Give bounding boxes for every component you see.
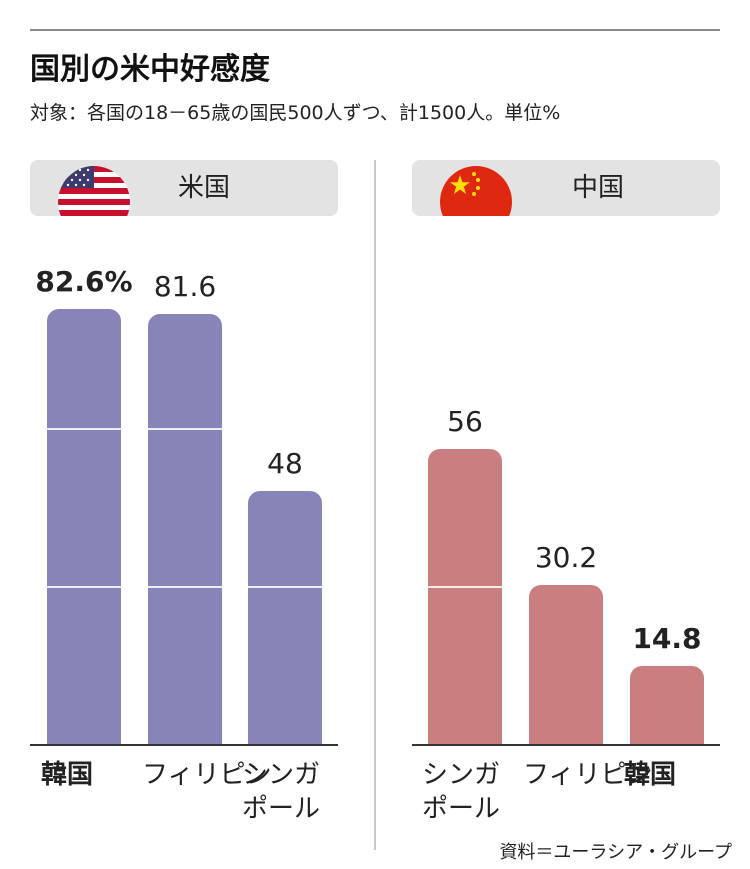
china-category-label: シンガ ポール [422, 758, 500, 826]
category-label-line: 韓国 [624, 760, 677, 790]
china-value-label: 56 [447, 404, 483, 438]
bar-gridline [47, 427, 121, 430]
chart-subtitle: 対象：各国の18－65歳の国民500人ずつ、計1500人。単位% [30, 102, 561, 124]
china-category-label: フィリピン [523, 758, 652, 792]
category-label-line: シンガ [422, 760, 501, 790]
china-bar [428, 448, 502, 744]
bar-gridline [148, 427, 222, 430]
us-bar [148, 313, 222, 744]
china-value-label: 14.8 [632, 622, 702, 655]
source-note: 資料＝ユーラシア・グループ [499, 842, 732, 863]
china-bar [630, 666, 704, 744]
us-category-label: フィリピン [142, 758, 271, 792]
us-panel-title: 米国 [178, 173, 231, 203]
bar-gridline [248, 585, 322, 588]
us-flag-icon [58, 166, 130, 216]
chart-title: 国別の米中好感度 [30, 52, 270, 87]
china-panel-title: 中国 [572, 173, 625, 203]
us-panel-header: 米国 [30, 160, 338, 216]
us-category-label: シンガ ポール [242, 758, 320, 826]
china-baseline [412, 744, 720, 746]
china-panel-header: 中国 [412, 160, 720, 216]
top-rule [30, 29, 720, 31]
china-category-label: 韓国 [624, 758, 676, 792]
category-label-line: フィリピン [142, 760, 272, 790]
china-flag-icon [440, 166, 512, 216]
category-label-line: ポール [242, 794, 321, 824]
us-bar [248, 491, 322, 744]
us-value-label: 48 [267, 447, 303, 481]
category-label-line: ポール [422, 794, 501, 824]
china-value-label: 30.2 [534, 540, 598, 574]
us-bar [47, 308, 121, 744]
bar-gridline [148, 585, 222, 588]
us-value-label: 82.6% [35, 264, 133, 298]
category-label-line: 韓国 [41, 760, 94, 790]
category-label-line: フィリピン [523, 760, 653, 790]
us-category-label: 韓国 [41, 758, 93, 792]
bar-gridline [428, 585, 502, 588]
us-value-label: 81.6 [153, 269, 217, 303]
bar-gridline [47, 585, 121, 588]
us-baseline [30, 744, 338, 746]
panel-divider [374, 160, 376, 850]
category-label-line: シンガ [242, 760, 321, 790]
china-bar [529, 584, 603, 744]
